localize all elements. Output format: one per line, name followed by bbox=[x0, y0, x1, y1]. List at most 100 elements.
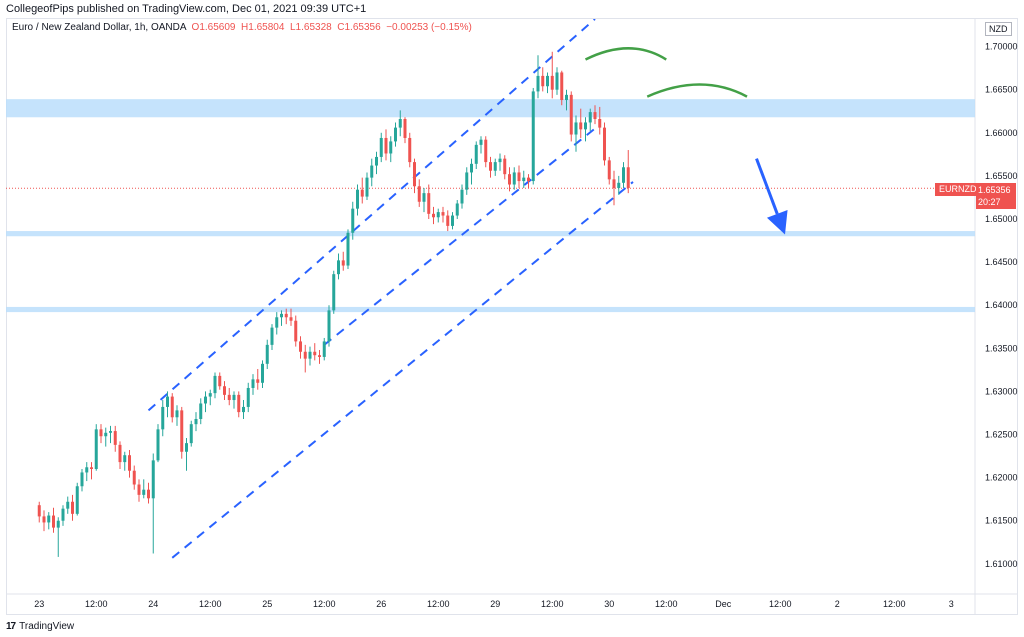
time-tick-label: 24 bbox=[148, 599, 158, 609]
candle-body bbox=[223, 386, 226, 395]
candle-body bbox=[531, 91, 535, 182]
channel-line-middle bbox=[323, 127, 596, 346]
candle-body bbox=[341, 260, 345, 266]
candle-body bbox=[256, 379, 260, 383]
candle-body bbox=[218, 375, 222, 387]
time-tick-label: 12:00 bbox=[769, 599, 792, 609]
candle-body bbox=[389, 141, 393, 154]
ohlc-high: H1.65804 bbox=[241, 22, 285, 33]
candle-body bbox=[446, 215, 450, 226]
candle-body bbox=[356, 189, 359, 209]
candle-body bbox=[398, 119, 402, 128]
candle-body bbox=[617, 182, 621, 188]
candle-body bbox=[275, 317, 279, 328]
price-tick-label: 1.61500 bbox=[985, 516, 1018, 526]
bar-countdown: 20:27 bbox=[978, 197, 1001, 207]
candle-body bbox=[479, 139, 483, 145]
candle-body bbox=[517, 172, 521, 182]
candle-body bbox=[413, 162, 416, 187]
candle-body bbox=[161, 406, 165, 430]
candle-body bbox=[294, 320, 298, 342]
candle-body bbox=[332, 274, 336, 311]
candle-body bbox=[147, 489, 150, 499]
candle-body bbox=[66, 501, 70, 509]
footer-brand: TradingView bbox=[19, 621, 75, 632]
candle-body bbox=[384, 137, 388, 154]
candle-body bbox=[427, 193, 431, 214]
candle-body bbox=[432, 213, 435, 218]
candle-body bbox=[94, 429, 98, 469]
candle-body bbox=[289, 317, 293, 321]
head-arc-1 bbox=[584, 47, 667, 61]
candle-body bbox=[109, 431, 112, 433]
candle-body bbox=[455, 203, 459, 216]
time-tick-label: 12:00 bbox=[427, 599, 450, 609]
candle-body bbox=[284, 313, 288, 318]
candle-body bbox=[303, 351, 307, 359]
candle-body bbox=[151, 460, 155, 499]
candle-body bbox=[142, 489, 146, 495]
candle-body bbox=[593, 112, 597, 119]
candle-body bbox=[227, 394, 231, 401]
candle-body bbox=[403, 119, 407, 138]
bearish-arrow-shaft bbox=[755, 158, 779, 215]
candle-body bbox=[128, 455, 131, 471]
candle-body bbox=[118, 444, 122, 463]
time-tick-label: 12:00 bbox=[199, 599, 222, 609]
price-tick-label: 1.65000 bbox=[985, 214, 1018, 224]
footer: 17 TradingView bbox=[6, 621, 74, 632]
candle-body bbox=[71, 501, 74, 514]
candle-body bbox=[265, 344, 269, 364]
candle-body bbox=[465, 172, 469, 190]
candle-body bbox=[327, 310, 331, 342]
candle-body bbox=[166, 396, 169, 407]
symbol-description: Euro / New Zealand Dollar, 1h, OANDA bbox=[12, 22, 186, 33]
candle-body bbox=[237, 394, 241, 413]
candle-body bbox=[436, 212, 440, 218]
candle-body bbox=[394, 127, 397, 142]
candle-body bbox=[422, 193, 426, 202]
candle-body bbox=[379, 137, 383, 157]
candle-body bbox=[47, 515, 51, 523]
bearish-arrow-head-icon bbox=[766, 210, 788, 235]
candle-body bbox=[280, 313, 283, 318]
time-tick-label: 12:00 bbox=[541, 599, 564, 609]
time-tick-label: 3 bbox=[949, 599, 954, 609]
time-tick-label: 12:00 bbox=[313, 599, 336, 609]
candle-body bbox=[560, 72, 564, 101]
candle-body bbox=[512, 172, 516, 185]
candle-body bbox=[175, 410, 179, 418]
candle-body bbox=[565, 94, 568, 101]
support-zone bbox=[6, 306, 975, 313]
time-tick-label: 12:00 bbox=[883, 599, 906, 609]
price-tick-label: 1.66500 bbox=[985, 85, 1018, 95]
candle-body bbox=[555, 72, 559, 90]
candle-body bbox=[569, 94, 573, 135]
last-price-box: 1.65356 20:27 bbox=[976, 183, 1016, 209]
time-tick-label: 12:00 bbox=[655, 599, 678, 609]
candle-body bbox=[360, 189, 364, 197]
candle-body bbox=[194, 419, 198, 425]
candle-body bbox=[408, 137, 412, 163]
candle-body bbox=[204, 396, 207, 404]
candle-body bbox=[626, 167, 630, 188]
candle-body bbox=[113, 431, 117, 445]
last-price-ticker: EURNZD bbox=[935, 183, 981, 196]
time-tick-label: 23 bbox=[34, 599, 44, 609]
candle-body bbox=[180, 410, 184, 452]
candle-body bbox=[56, 520, 60, 528]
candle-body bbox=[261, 363, 264, 383]
candle-body bbox=[622, 167, 625, 183]
price-tick-label: 1.62000 bbox=[985, 473, 1018, 483]
candle-body bbox=[522, 177, 526, 182]
candle-body bbox=[493, 162, 497, 171]
candle-body bbox=[460, 189, 464, 204]
candle-body bbox=[299, 341, 302, 352]
candle-body bbox=[137, 484, 141, 495]
candle-body bbox=[170, 396, 174, 418]
currency-label[interactable]: NZD bbox=[985, 22, 1012, 36]
candle-body bbox=[351, 208, 355, 233]
channel-line-upper bbox=[147, 19, 596, 412]
price-tick-label: 1.62500 bbox=[985, 430, 1018, 440]
